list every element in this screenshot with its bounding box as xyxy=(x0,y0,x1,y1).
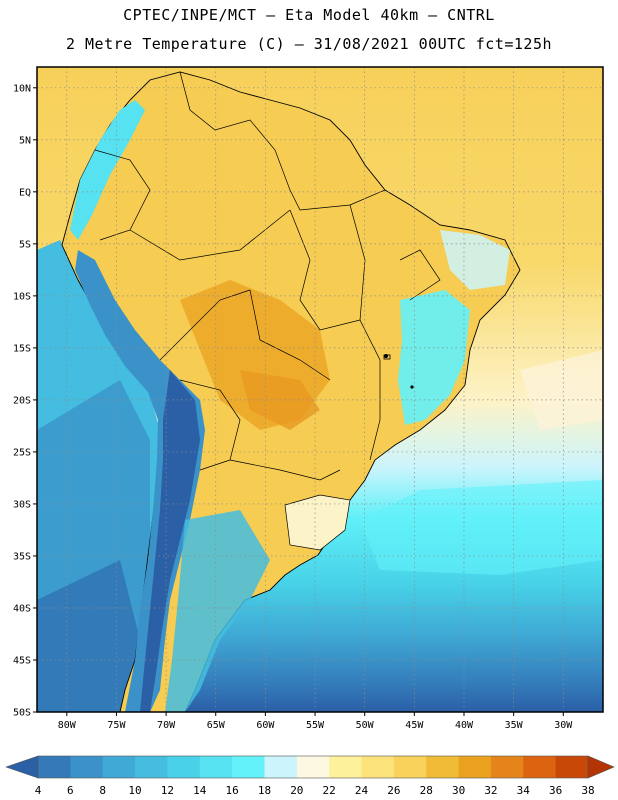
country-borders xyxy=(94,71,441,481)
latitude-labels: 10N 5N EQ 5S 10S 15S 20S 25S 30S 35S 40S 45S 50S xyxy=(13,83,37,719)
colorbar-arrow-low xyxy=(5,755,39,779)
colorbar-label: 16 xyxy=(225,784,238,797)
colorbar-swatch xyxy=(458,756,492,778)
colorbar-label: 28 xyxy=(420,784,433,797)
colorbar-label: 4 xyxy=(35,784,42,797)
lat-label: 5S xyxy=(19,239,31,250)
lat-label: 50S xyxy=(13,708,31,719)
colorbar-label: 18 xyxy=(258,784,271,797)
colorbar-label: 14 xyxy=(193,784,207,797)
colorbar-label: 38 xyxy=(581,784,594,797)
lat-label: 35S xyxy=(13,551,31,562)
lon-label: 50W xyxy=(356,720,375,731)
title-line-1: CPTEC/INPE/MCT – Eta Model 40km – CNTRL xyxy=(123,6,495,24)
lat-label: 15S xyxy=(13,343,31,354)
colorbar-label: 22 xyxy=(323,784,336,797)
colorbar-swatch xyxy=(296,756,330,778)
uruguay-region xyxy=(284,494,351,551)
lon-label: 40W xyxy=(455,720,474,731)
colorbar-label: 26 xyxy=(387,784,400,797)
colorbar-swatch xyxy=(135,756,168,778)
colorbar-label: 30 xyxy=(452,784,465,797)
map-panel xyxy=(37,67,603,712)
brazil-east-cool xyxy=(398,290,470,425)
lon-label: 30W xyxy=(554,720,573,731)
lat-label: 5N xyxy=(19,135,31,146)
colorbar-label: 36 xyxy=(549,784,562,797)
lon-label: 35W xyxy=(505,720,524,731)
andes-coldest xyxy=(140,370,200,712)
lat-label: 10N xyxy=(13,83,31,94)
lon-label: 80W xyxy=(58,720,77,731)
colorbar-swatch xyxy=(555,756,589,778)
colorbar-label: 10 xyxy=(128,784,141,797)
colorbar-swatch xyxy=(361,756,395,778)
colorbar: 4 6 8 10 12 14 16 18 20 22 24 26 28 30 32 34 36 38 xyxy=(5,755,615,797)
colorbar-swatch xyxy=(426,756,459,778)
lakes-islands xyxy=(383,354,414,389)
colorbar-label: 32 xyxy=(484,784,497,797)
lat-label: 25S xyxy=(13,447,31,458)
atlantic-warm-patch xyxy=(520,350,603,430)
colorbar-swatch xyxy=(329,756,362,778)
lat-label: 30S xyxy=(13,499,31,510)
colorbar-label: 12 xyxy=(161,784,174,797)
colorbar-label: 6 xyxy=(67,784,74,797)
colorbar-swatch xyxy=(167,756,201,778)
lon-label: 70W xyxy=(157,720,176,731)
lat-label: 20S xyxy=(13,395,31,406)
colorbar-label: 34 xyxy=(517,784,531,797)
title-line-2: 2 Metre Temperature (C) – 31/08/2021 00U… xyxy=(65,35,553,53)
lon-label: 75W xyxy=(107,720,126,731)
pacific-coldest-band xyxy=(37,560,140,712)
lat-label: EQ xyxy=(19,187,31,198)
colorbar-arrow-high xyxy=(587,755,615,779)
colorbar-swatch xyxy=(232,756,265,778)
colorbar-swatch xyxy=(393,756,427,778)
colorbar-swatch xyxy=(523,756,557,778)
colorbar-label: 8 xyxy=(99,784,106,797)
lon-label: 55W xyxy=(306,720,325,731)
lat-label: 40S xyxy=(13,603,31,614)
colorbar-swatch xyxy=(199,756,233,778)
patagonia-cool xyxy=(165,510,270,712)
colorbar-swatch xyxy=(264,756,298,778)
brazil-ne-cool xyxy=(440,230,510,290)
lon-label: 45W xyxy=(405,720,424,731)
colorbar-swatch xyxy=(102,756,136,778)
colorbar-label: 20 xyxy=(290,784,303,797)
lat-label: 45S xyxy=(13,655,31,666)
lon-label: 65W xyxy=(207,720,226,731)
map-border xyxy=(36,66,604,713)
colorbar-swatch xyxy=(490,756,524,778)
lon-label: 60W xyxy=(256,720,275,731)
longitude-labels: 80W 75W 70W 65W 60W 55W 50W 45W 40W 35W 30W xyxy=(58,712,573,731)
lat-label: 10S xyxy=(13,291,31,302)
colorbar-swatch xyxy=(38,756,71,778)
colorbar-swatch xyxy=(70,756,104,778)
andes-north xyxy=(70,100,145,240)
colorbar-label: 24 xyxy=(355,784,369,797)
